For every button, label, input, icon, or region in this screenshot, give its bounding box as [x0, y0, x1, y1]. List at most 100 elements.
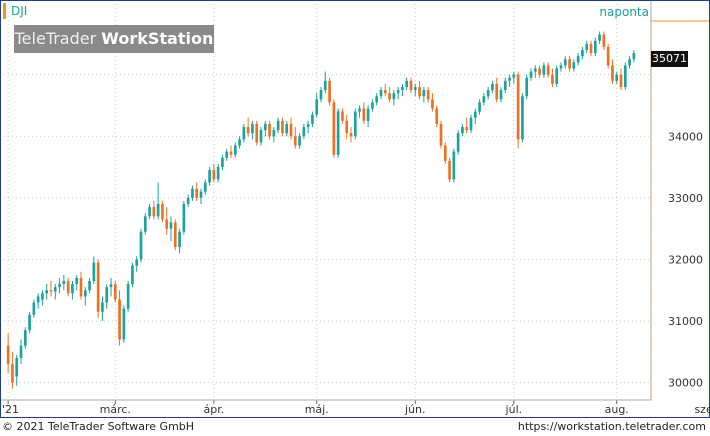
candle-body	[336, 111, 340, 155]
watermark-bold: WorkStation	[101, 29, 214, 48]
candle-body	[302, 127, 306, 137]
site-link[interactable]: https://workstation.teletrader.com	[517, 420, 706, 433]
candle-body	[551, 74, 554, 84]
candle-body	[126, 284, 130, 309]
candle-body	[611, 65, 614, 81]
candle-body	[88, 280, 91, 291]
candle-body	[422, 90, 426, 97]
candle-body	[246, 127, 250, 134]
candle-body	[152, 207, 156, 217]
x-tick-label: '21	[2, 403, 19, 416]
candle-body	[379, 90, 383, 97]
candles-group	[6, 31, 636, 389]
candle-body	[11, 364, 14, 383]
period-label: naponta	[599, 5, 649, 19]
candle-body	[255, 123, 259, 143]
x-tick-label: aug.	[605, 403, 629, 416]
candle-body	[623, 65, 627, 87]
x-tick-label: máj.	[305, 403, 329, 416]
candle-body	[358, 108, 361, 112]
candle-body	[276, 120, 280, 131]
candle-body	[259, 130, 263, 143]
candle-body	[173, 222, 177, 248]
candle-body	[143, 216, 147, 232]
candle-body	[268, 123, 271, 137]
candle-body	[139, 231, 143, 260]
candle-body	[546, 65, 550, 75]
candle-body	[341, 111, 344, 121]
candle-body	[323, 80, 327, 91]
candle-body	[435, 108, 439, 124]
x-tick-label: márc.	[100, 403, 131, 416]
candle-body	[529, 71, 533, 78]
candle-body	[199, 191, 203, 198]
candle-body	[191, 188, 194, 198]
candle-body	[563, 59, 567, 66]
candle-body	[118, 299, 121, 340]
candle-body	[122, 308, 126, 340]
candle-body	[576, 56, 580, 63]
candle-body	[375, 96, 379, 103]
candle-body	[221, 157, 224, 168]
candle-body	[263, 123, 267, 131]
candle-body	[203, 182, 207, 192]
candle-body	[79, 277, 83, 297]
candle-body	[148, 207, 151, 217]
candle-body	[452, 151, 456, 180]
candle-body	[598, 34, 601, 41]
candle-body	[208, 170, 211, 183]
candle-body	[568, 59, 571, 69]
candle-body	[23, 330, 27, 346]
x-axis: '21 márc. ápr. máj. jún. júl. aug. szept.	[2, 400, 710, 416]
candle-body	[478, 102, 481, 112]
candle-body	[62, 280, 66, 285]
candle-body	[41, 293, 44, 300]
candle-body	[585, 43, 589, 51]
candle-body	[516, 74, 520, 140]
watermark-logo: TeleTrader WorkStation	[14, 25, 214, 53]
x-tick-label: ápr.	[203, 403, 224, 416]
candle-body	[542, 65, 546, 75]
candle-body	[538, 68, 541, 75]
candle-body	[418, 86, 421, 97]
candle-body	[229, 151, 233, 155]
candle-body	[315, 99, 319, 115]
candle-body	[491, 83, 494, 91]
candle-body	[482, 96, 486, 103]
last-value-badge: 35071	[651, 51, 688, 67]
x-tick-label: jún.	[404, 403, 426, 416]
candle-body	[392, 93, 396, 100]
candle-body	[409, 80, 413, 91]
candle-body	[311, 114, 314, 124]
candle-body	[349, 133, 353, 137]
candle-body	[233, 145, 237, 155]
candle-body	[499, 90, 503, 100]
candle-body	[293, 136, 297, 146]
gridlines	[0, 0, 651, 400]
candle-body	[495, 83, 499, 100]
candle-body	[383, 90, 387, 94]
candle-body	[525, 77, 529, 97]
candle-body	[165, 219, 169, 229]
candle-body	[405, 80, 409, 87]
candle-body	[521, 96, 524, 140]
candle-body	[328, 80, 331, 103]
candle-body	[593, 40, 597, 54]
candle-body	[45, 290, 49, 294]
candle-body	[238, 139, 241, 146]
candle-body	[53, 287, 57, 292]
candle-body	[216, 167, 220, 180]
candle-body	[345, 120, 349, 134]
y-tick-label: 31000	[668, 315, 703, 328]
candle-body	[83, 290, 87, 297]
candle-body	[469, 117, 473, 131]
candle-body	[182, 204, 186, 232]
candle-body	[225, 151, 229, 158]
candle-body	[131, 265, 134, 285]
candle-body	[448, 160, 451, 180]
candle-body	[508, 77, 511, 81]
candle-body	[298, 136, 301, 146]
candle-body	[161, 204, 164, 220]
candle-body	[533, 68, 537, 72]
candle-body	[602, 34, 606, 47]
